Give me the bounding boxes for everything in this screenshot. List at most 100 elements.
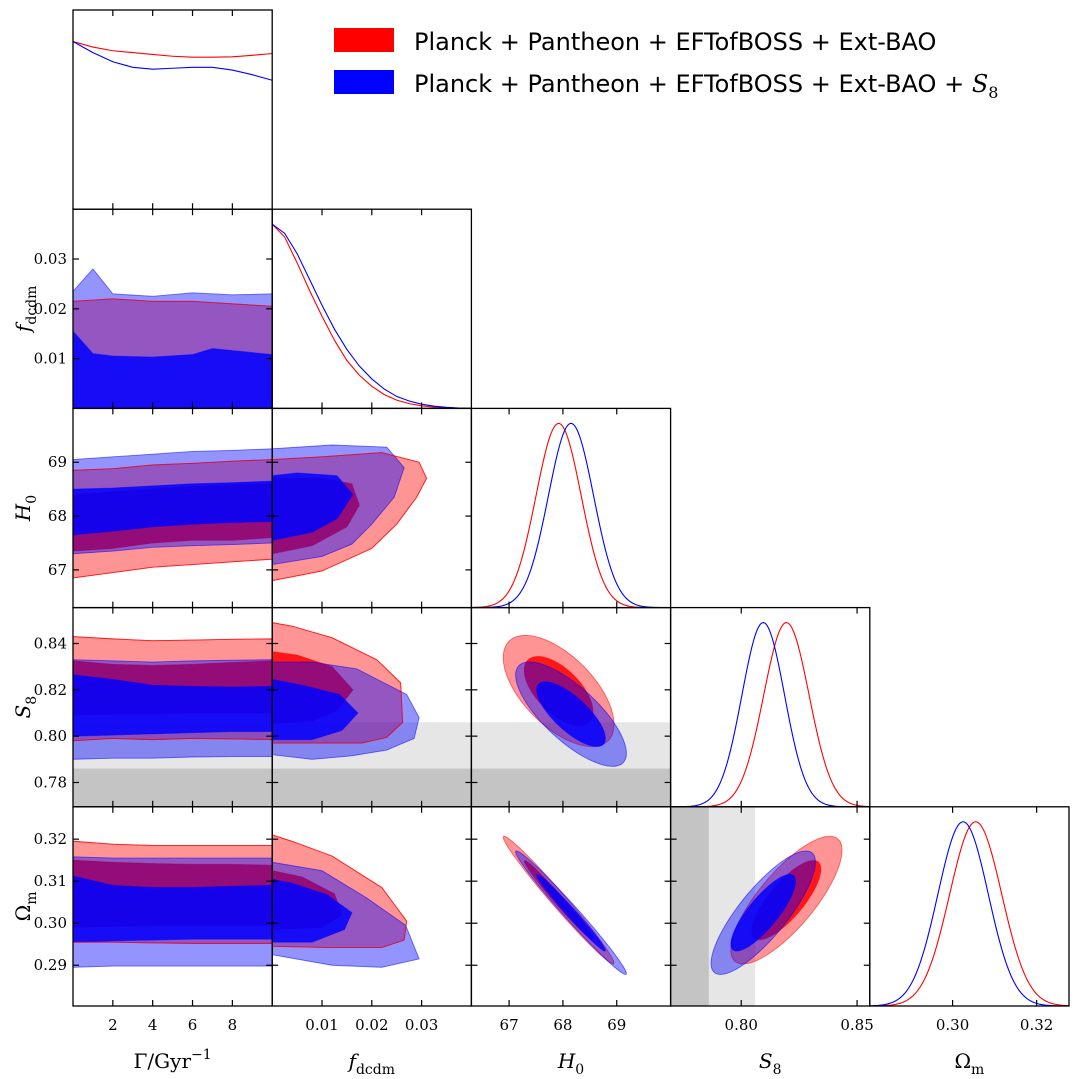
legend-label-red: Planck + Pantheon + EFTofBOSS + Ext-BAO: [414, 28, 936, 56]
contour-blue-inner: [73, 480, 273, 536]
x-tick-label-S8: 0.80: [725, 1016, 758, 1034]
contour-red-outline: [73, 636, 273, 742]
marginal-curve-red: [272, 223, 472, 409]
y-tick-label-Om: 0.31: [34, 872, 67, 890]
marginal-Om: [869, 821, 1069, 1006]
x-tick-label-S8: 0.85: [840, 1016, 873, 1034]
marginal-S8: [670, 621, 870, 807]
panel-S8-Om: [670, 806, 843, 1006]
legend-label-blue-main: Planck + Pantheon + EFTofBOSS + Ext-BAO …: [414, 70, 972, 98]
panel-gamma-Om: [73, 840, 273, 968]
panel-H0-Om: [502, 835, 627, 975]
marginal-curve-blue: [471, 422, 671, 608]
y-axis-title-subscript: 0: [24, 495, 40, 504]
contour-blue-inner: [272, 678, 359, 741]
x-axis-title-superscript: −1: [191, 1047, 212, 1063]
legend-label-blue-subscript: 8: [988, 83, 998, 102]
contour-blue-inner: [536, 873, 606, 952]
contour-red-outline: [73, 298, 273, 409]
x-axis-title-subscript: m: [971, 1062, 984, 1078]
legend-swatch-blue: [334, 70, 394, 94]
marginal-gamma: [73, 40, 273, 81]
panel-fdcdm-H0: [272, 444, 428, 582]
x-tick-label-H0: 68: [553, 1016, 572, 1034]
panel-gamma-H0: [73, 448, 273, 579]
panel-frame-3-3: [669, 606, 871, 808]
y-tick-label-Om: 0.32: [34, 830, 67, 848]
contour-red-outline: [73, 459, 273, 579]
marginal-curve-red: [869, 821, 1069, 1006]
x-axis-title-fdcdm: fdcdm: [347, 1049, 395, 1078]
y-axis-title-S8: S8: [11, 696, 40, 719]
y-tick-label-S8: 0.82: [34, 681, 67, 699]
x-axis-title-main: Γ/Gyr: [134, 1049, 192, 1073]
y-axis-title-H0: H0: [11, 495, 40, 522]
panel-gamma-S8: [73, 636, 273, 807]
x-axis-title-Om: Ωm: [954, 1049, 984, 1078]
contour-blue-inner: [73, 875, 273, 943]
y-axis-title-main: H: [11, 503, 35, 522]
x-axis-title-H0: H0: [557, 1049, 584, 1078]
x-axis-title-main: H: [557, 1049, 576, 1073]
prior-band-dark: [272, 768, 472, 807]
marginal-curve-red: [73, 40, 273, 58]
marginal-curve-blue: [869, 821, 1069, 1006]
y-tick-label-fdcdm: 0.01: [34, 350, 67, 368]
y-tick-label-Om: 0.30: [34, 914, 67, 932]
contour-red-outline: [73, 840, 273, 944]
contour-blue-inner: [73, 674, 273, 737]
y-axis-title-subscript: m: [24, 891, 40, 904]
y-tick-label-H0: 69: [48, 453, 67, 471]
legend-swatch-red: [334, 28, 394, 52]
prior-band-dark: [471, 768, 671, 807]
legend-label-blue: Planck + Pantheon + EFTofBOSS + Ext-BAO …: [414, 70, 998, 102]
y-axis-title-subscript: dcdm: [24, 286, 40, 325]
contour-blue-inner: [272, 878, 353, 943]
y-tick-label-H0: 68: [48, 507, 67, 525]
contour-blue-inner: [730, 873, 797, 952]
x-axis-title-subscript: 0: [575, 1062, 584, 1078]
y-tick-label-S8: 0.84: [34, 635, 67, 653]
x-axis-title-main: S: [759, 1049, 773, 1073]
x-tick-label-gamma: 4: [148, 1016, 158, 1034]
marginal-fdcdm: [272, 223, 472, 409]
marginal-curve-blue: [73, 41, 273, 81]
x-tick-label-Om: 0.32: [1020, 1016, 1053, 1034]
panel-H0-S8: [471, 634, 671, 807]
x-axis-title-S8: S8: [759, 1049, 782, 1078]
x-tick-label-H0: 69: [607, 1016, 626, 1034]
panel-frame-0-0: [72, 9, 273, 210]
y-axis-title-Om: Ωm: [11, 891, 40, 921]
panel-frame-2-2: [470, 407, 672, 609]
contour-red-outline: [272, 834, 408, 949]
marginal-curve-red: [670, 622, 870, 807]
x-tick-label-gamma: 8: [228, 1016, 238, 1034]
y-tick-label-Om: 0.29: [34, 956, 67, 974]
y-tick-label-fdcdm: 0.02: [34, 300, 67, 318]
panel-gamma-fdcdm: [73, 268, 273, 409]
contour-red-outline: [272, 452, 428, 582]
y-tick-label-fdcdm: 0.03: [34, 250, 67, 268]
x-tick-label-gamma: 6: [188, 1016, 198, 1034]
y-axis-title-main: Ω: [11, 905, 35, 922]
y-tick-label-S8: 0.78: [34, 773, 67, 791]
x-axis-title-main: Ω: [954, 1049, 971, 1073]
x-axis-title-subscript: dcdm: [356, 1062, 395, 1078]
legend-label-blue-symbol: S: [972, 70, 988, 98]
panel-frame-4-4: [869, 806, 1070, 1007]
x-axis-title-subscript: 8: [773, 1062, 782, 1078]
y-axis-title-main: S: [11, 705, 35, 719]
x-tick-label-fdcdm: 0.01: [305, 1016, 338, 1034]
x-axis-title-gamma: Γ/Gyr−1: [134, 1047, 212, 1073]
marginal-curve-blue: [272, 223, 472, 409]
y-tick-label-S8: 0.80: [34, 727, 67, 745]
contour-blue-inner: [272, 472, 354, 541]
x-tick-label-fdcdm: 0.02: [355, 1016, 388, 1034]
y-axis-title-subscript: 8: [24, 696, 40, 705]
x-tick-label-gamma: 2: [108, 1016, 118, 1034]
marginal-curve-red: [471, 422, 671, 608]
contour-red-outline: [272, 622, 404, 744]
prior-band-dark: [73, 768, 273, 807]
